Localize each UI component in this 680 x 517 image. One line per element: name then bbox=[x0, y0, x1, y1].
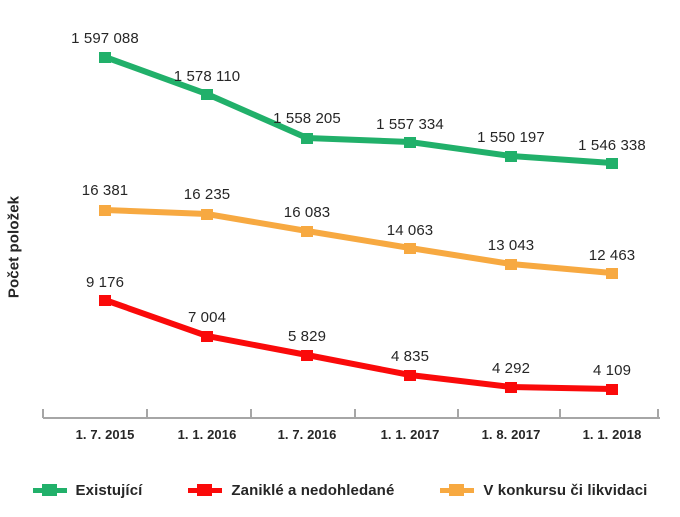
data-label-v-konkursu-ci-likvidaci-3: 14 063 bbox=[386, 222, 434, 239]
data-label-zanikle-a-nedohledane-1: 7 004 bbox=[187, 309, 227, 326]
legend-square-marker bbox=[449, 484, 465, 496]
x-axis-label-0: 1. 7. 2015 bbox=[75, 427, 135, 442]
series-line-zanikle-a-nedohledane bbox=[104, 297, 613, 392]
data-label-zanikle-a-nedohledane-5: 4 109 bbox=[592, 362, 632, 379]
data-label-v-konkursu-ci-likvidaci-0: 16 381 bbox=[81, 182, 129, 199]
legend-item-label: Existující bbox=[75, 481, 143, 499]
data-label-existujici-4: 1 550 197 bbox=[477, 129, 545, 146]
legend-square-marker bbox=[41, 484, 57, 496]
legend-marker-icon-v-konkursu-ci-likvidaci bbox=[440, 482, 475, 498]
chart-legend: Existující Zaniklé a nedohledané V konkurs… bbox=[0, 474, 680, 506]
series-marker-v-konkursu-ci-likvidaci-0 bbox=[99, 205, 111, 216]
x-axis-label-1: 1. 1. 2016 bbox=[177, 427, 237, 442]
legend-item-label: V konkursu či likvidaci bbox=[483, 481, 648, 499]
series-marker-v-konkursu-ci-likvidaci-4 bbox=[505, 259, 517, 270]
data-label-v-konkursu-ci-likvidaci-2: 16 083 bbox=[283, 204, 331, 221]
series-marker-existujici-0 bbox=[99, 52, 111, 63]
data-label-zanikle-a-nedohledane-2: 5 829 bbox=[287, 328, 327, 345]
data-label-existujici-2: 1 558 205 bbox=[273, 110, 341, 127]
x-axis-label-2: 1. 7. 2016 bbox=[277, 427, 337, 442]
series-marker-zanikle-a-nedohledane-3 bbox=[404, 370, 416, 381]
series-marker-existujici-1 bbox=[201, 89, 213, 100]
series-marker-existujici-2 bbox=[301, 133, 313, 144]
series-marker-zanikle-a-nedohledane-0 bbox=[99, 295, 111, 306]
legend-item-label: Zaniklé a nedohledané bbox=[231, 481, 395, 499]
legend-marker-icon-existujici bbox=[32, 482, 67, 498]
data-label-zanikle-a-nedohledane-4: 4 292 bbox=[491, 360, 531, 377]
x-axis-label-3: 1. 1. 2017 bbox=[380, 427, 440, 442]
data-label-existujici-1: 1 578 110 bbox=[173, 68, 241, 85]
series-marker-zanikle-a-nedohledane-4 bbox=[505, 382, 517, 393]
series-marker-existujici-5 bbox=[606, 158, 618, 169]
legend-item-zanikle-a-nedohledane[interactable]: Zaniklé a nedohledané bbox=[188, 482, 394, 499]
series-marker-v-konkursu-ci-likvidaci-2 bbox=[301, 226, 313, 237]
legend-marker-icon-zanikle-a-nedohledane bbox=[188, 482, 223, 498]
data-label-v-konkursu-ci-likvidaci-4: 13 043 bbox=[487, 237, 535, 254]
series-marker-existujici-4 bbox=[505, 151, 517, 162]
series-marker-v-konkursu-ci-likvidaci-1 bbox=[201, 209, 213, 220]
data-label-v-konkursu-ci-likvidaci-5: 12 463 bbox=[588, 247, 636, 264]
legend-square-marker bbox=[197, 484, 213, 496]
x-axis-label-5: 1. 1. 2018 bbox=[582, 427, 642, 442]
series-line-existujici bbox=[103, 54, 613, 166]
series-line-v-konkursu-ci-likvidaci bbox=[104, 207, 613, 276]
series-marker-existujici-3 bbox=[404, 137, 416, 148]
series-marker-zanikle-a-nedohledane-5 bbox=[606, 384, 618, 395]
x-axis-label-4: 1. 8. 2017 bbox=[481, 427, 541, 442]
data-label-existujici-5: 1 546 338 bbox=[578, 137, 646, 154]
legend-item-v-konkursu-ci-likvidaci[interactable]: V konkursu či likvidaci bbox=[440, 482, 647, 499]
series-marker-zanikle-a-nedohledane-1 bbox=[201, 331, 213, 342]
data-label-v-konkursu-ci-likvidaci-1: 16 235 bbox=[183, 186, 231, 203]
legend-item-existujici[interactable]: Existující bbox=[32, 481, 143, 499]
data-label-existujici-3: 1 557 334 bbox=[376, 116, 444, 133]
series-marker-v-konkursu-ci-likvidaci-3 bbox=[404, 243, 416, 254]
data-label-zanikle-a-nedohledane-0: 9 176 bbox=[85, 274, 125, 291]
series-marker-v-konkursu-ci-likvidaci-5 bbox=[606, 268, 618, 279]
series-marker-zanikle-a-nedohledane-2 bbox=[301, 350, 313, 361]
data-label-existujici-0: 1 597 088 bbox=[71, 30, 139, 47]
data-label-zanikle-a-nedohledane-3: 4 835 bbox=[390, 348, 430, 365]
